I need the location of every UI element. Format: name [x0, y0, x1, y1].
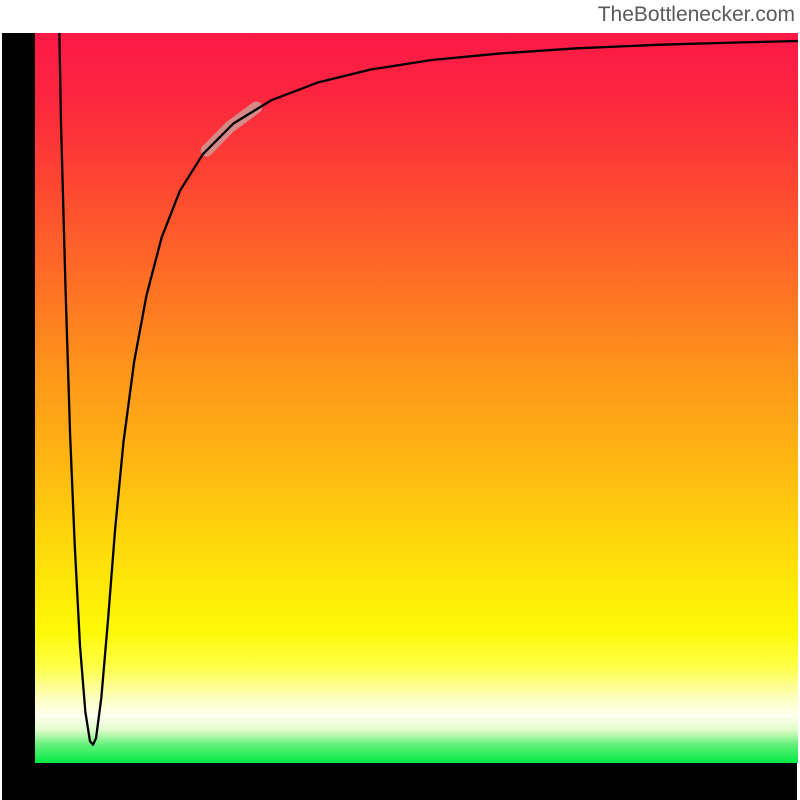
bottleneck-chart: TheBottlenecker.com — [0, 0, 800, 800]
chart-curve-layer — [35, 33, 798, 763]
chart-frame — [2, 33, 797, 800]
chart-plot-area — [35, 33, 798, 763]
bottleneck-curve — [59, 33, 798, 745]
watermark-text: TheBottlenecker.com — [598, 3, 795, 27]
